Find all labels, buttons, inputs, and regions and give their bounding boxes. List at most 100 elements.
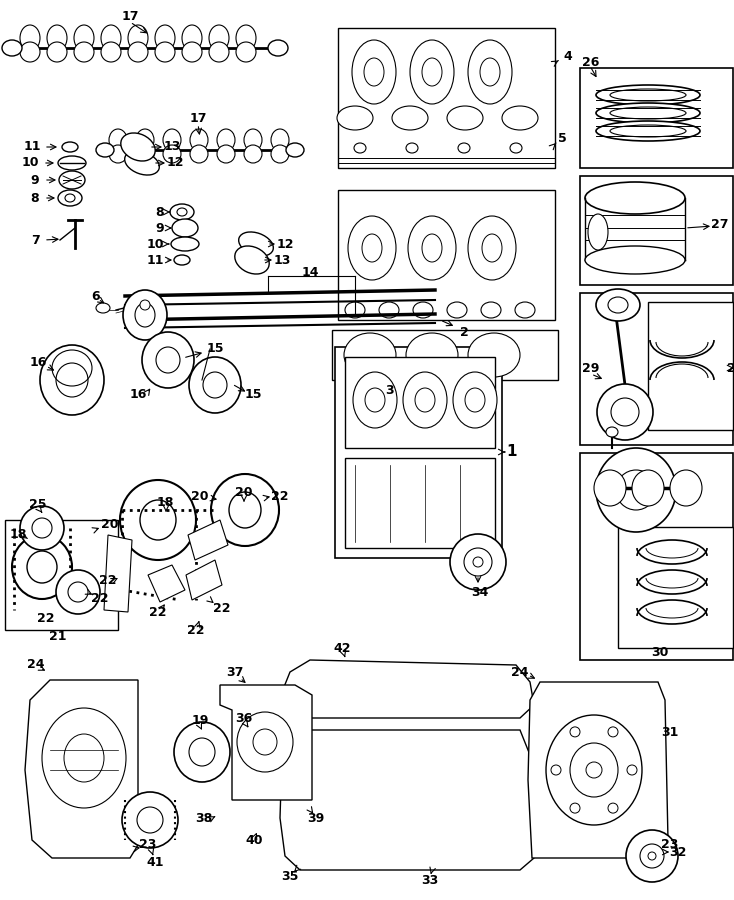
Ellipse shape	[47, 42, 67, 62]
Bar	[5, 520, 118, 630]
Ellipse shape	[610, 125, 686, 137]
Ellipse shape	[74, 42, 94, 62]
Ellipse shape	[65, 194, 75, 202]
Text: 41: 41	[146, 856, 164, 868]
Text: 22: 22	[99, 573, 117, 587]
Text: 18: 18	[156, 496, 174, 508]
Bar	[338, 28, 555, 168]
Ellipse shape	[422, 58, 442, 86]
Ellipse shape	[468, 333, 520, 377]
Text: 40: 40	[245, 833, 263, 847]
Ellipse shape	[458, 143, 470, 153]
Ellipse shape	[135, 303, 155, 327]
Ellipse shape	[217, 145, 235, 163]
Ellipse shape	[244, 145, 262, 163]
Ellipse shape	[610, 89, 686, 101]
Ellipse shape	[422, 234, 442, 262]
Text: 15: 15	[244, 389, 262, 401]
Text: 42: 42	[333, 642, 351, 654]
Ellipse shape	[596, 103, 700, 123]
Ellipse shape	[237, 712, 293, 772]
Ellipse shape	[244, 129, 262, 151]
Text: 14: 14	[301, 266, 319, 278]
Text: 8: 8	[156, 205, 164, 219]
Text: 30: 30	[651, 645, 669, 659]
Ellipse shape	[174, 255, 190, 265]
Text: 13: 13	[163, 140, 181, 154]
Polygon shape	[188, 520, 228, 560]
Ellipse shape	[120, 480, 196, 560]
Ellipse shape	[59, 171, 85, 189]
Text: 15: 15	[206, 341, 224, 355]
Ellipse shape	[182, 25, 202, 51]
Ellipse shape	[236, 25, 256, 51]
Ellipse shape	[68, 582, 88, 602]
Ellipse shape	[585, 182, 685, 214]
Text: 20: 20	[101, 518, 119, 532]
Ellipse shape	[408, 216, 456, 280]
Ellipse shape	[203, 372, 227, 398]
Bar	[345, 458, 495, 548]
Text: 16: 16	[129, 389, 147, 401]
Ellipse shape	[597, 384, 653, 440]
Text: 19: 19	[192, 714, 208, 726]
Ellipse shape	[365, 388, 385, 412]
Ellipse shape	[611, 398, 639, 426]
Text: 1: 1	[506, 445, 517, 460]
Ellipse shape	[610, 107, 686, 119]
Text: 9: 9	[156, 221, 164, 235]
Ellipse shape	[239, 232, 273, 256]
Ellipse shape	[174, 722, 230, 782]
Ellipse shape	[140, 300, 150, 310]
Ellipse shape	[354, 143, 366, 153]
Text: 26: 26	[582, 56, 600, 68]
Text: 39: 39	[308, 812, 324, 824]
Ellipse shape	[236, 42, 256, 62]
Ellipse shape	[632, 470, 664, 506]
Ellipse shape	[20, 506, 64, 550]
Text: 17: 17	[121, 10, 139, 22]
Polygon shape	[25, 680, 138, 858]
Ellipse shape	[64, 734, 104, 782]
Bar	[332, 330, 558, 380]
Ellipse shape	[594, 470, 626, 506]
Ellipse shape	[546, 715, 642, 825]
Ellipse shape	[271, 129, 289, 151]
Ellipse shape	[606, 427, 618, 437]
Ellipse shape	[62, 142, 78, 152]
Ellipse shape	[352, 40, 396, 104]
Ellipse shape	[570, 727, 580, 737]
Ellipse shape	[235, 246, 269, 274]
Ellipse shape	[56, 363, 88, 397]
Text: 23: 23	[139, 839, 156, 851]
Ellipse shape	[406, 143, 418, 153]
Text: 9: 9	[31, 174, 40, 186]
Text: 22: 22	[91, 591, 109, 605]
Ellipse shape	[101, 25, 121, 51]
Ellipse shape	[42, 708, 126, 808]
Ellipse shape	[128, 25, 148, 51]
Ellipse shape	[608, 727, 618, 737]
Ellipse shape	[468, 40, 512, 104]
Ellipse shape	[96, 143, 114, 157]
Polygon shape	[148, 565, 185, 602]
Polygon shape	[280, 730, 538, 870]
Ellipse shape	[627, 765, 637, 775]
Polygon shape	[186, 560, 222, 600]
Ellipse shape	[171, 237, 199, 251]
Ellipse shape	[128, 42, 148, 62]
Text: 22: 22	[214, 601, 230, 615]
Ellipse shape	[596, 289, 640, 321]
Ellipse shape	[344, 333, 396, 377]
Text: 3: 3	[385, 383, 394, 397]
Bar	[335, 347, 502, 558]
Ellipse shape	[47, 25, 67, 51]
Ellipse shape	[182, 42, 202, 62]
Text: 4: 4	[564, 50, 573, 62]
Polygon shape	[220, 685, 312, 800]
Ellipse shape	[608, 297, 628, 313]
Ellipse shape	[56, 570, 100, 614]
Text: 20: 20	[192, 490, 208, 502]
Ellipse shape	[482, 234, 502, 262]
Text: 6: 6	[92, 290, 101, 302]
